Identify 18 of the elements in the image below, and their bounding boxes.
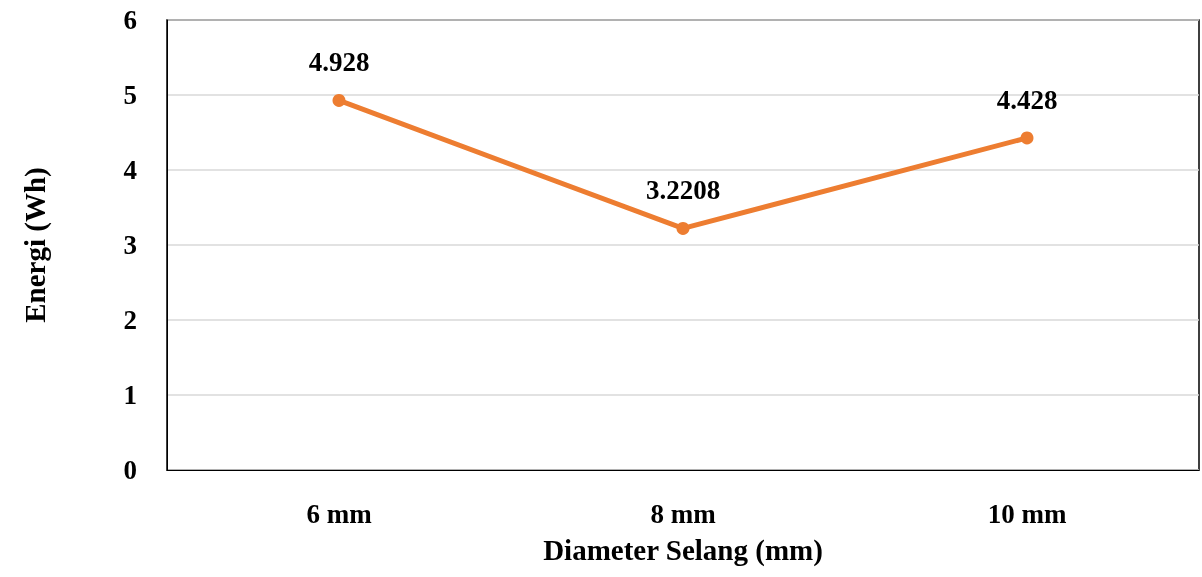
x-tick-label: 10 mm	[987, 498, 1067, 529]
data-label: 3.2208	[645, 175, 721, 206]
y-tick-label: 5	[123, 80, 137, 110]
y-tick-label: 6	[123, 5, 137, 35]
x-tick-label: 6 mm	[306, 498, 373, 529]
y-tick-label: 1	[123, 380, 137, 410]
x-axis-title: Diameter Selang (mm)	[543, 533, 823, 567]
data-label: 4.428	[996, 84, 1058, 115]
y-tick-label: 4	[123, 155, 137, 185]
y-axis-title: Energi (Wh)	[18, 167, 52, 323]
y-tick-label: 2	[123, 305, 137, 335]
y-tick-label: 3	[123, 230, 137, 260]
y-tick-label: 0	[123, 455, 137, 485]
x-tick-label: 8 mm	[650, 498, 717, 529]
data-label: 4.928	[308, 47, 370, 78]
point	[332, 93, 346, 107]
point	[676, 221, 690, 235]
point	[1020, 131, 1034, 145]
